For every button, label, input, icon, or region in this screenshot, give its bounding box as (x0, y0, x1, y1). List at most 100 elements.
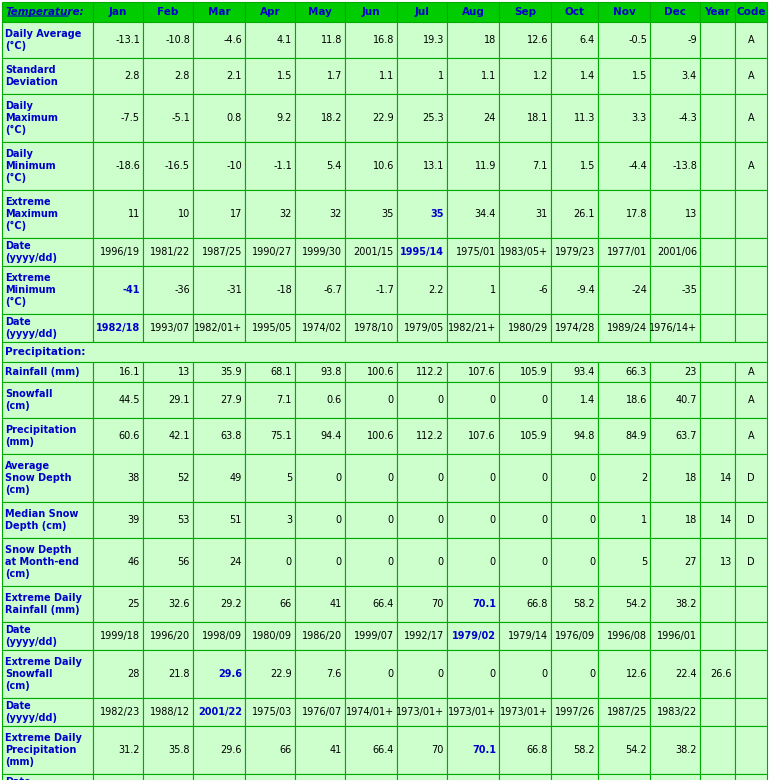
Text: Date
(yyyy/dd): Date (yyyy/dd) (5, 777, 57, 780)
Text: 1997/26: 1997/26 (554, 707, 595, 717)
Bar (650, 382, 700, 418)
Text: Date
(yyyy/dd): Date (yyyy/dd) (5, 701, 57, 723)
Text: 2.8: 2.8 (175, 71, 190, 81)
Bar (245, 774, 295, 780)
Text: 22.4: 22.4 (675, 669, 697, 679)
Bar (143, 382, 193, 418)
Text: 0: 0 (542, 395, 548, 405)
Bar (700, 726, 735, 774)
Bar (397, 22, 447, 58)
Bar (245, 314, 295, 342)
Bar (551, 190, 598, 238)
Text: 1973/01+: 1973/01+ (500, 707, 548, 717)
Text: -41: -41 (122, 285, 140, 295)
Text: 1980/09: 1980/09 (252, 631, 292, 641)
Text: 70.1: 70.1 (472, 745, 496, 755)
Bar (345, 2, 397, 22)
Text: 1989/24: 1989/24 (607, 323, 647, 333)
Text: 3: 3 (286, 515, 292, 525)
Text: 35.9: 35.9 (221, 367, 242, 377)
Bar (295, 586, 345, 622)
Bar (93, 586, 143, 622)
Text: 1.4: 1.4 (580, 71, 595, 81)
Text: 29.1: 29.1 (168, 395, 190, 405)
Text: Extreme
Minimum
(°C): Extreme Minimum (°C) (5, 273, 55, 307)
Text: 58.2: 58.2 (574, 745, 595, 755)
Text: 35: 35 (431, 209, 444, 219)
Text: 1980/29: 1980/29 (508, 323, 548, 333)
Text: 2001/06: 2001/06 (657, 247, 697, 257)
Bar (93, 58, 143, 94)
Bar (345, 538, 397, 586)
Text: 41: 41 (330, 599, 342, 609)
Bar (650, 2, 700, 22)
Text: 1996/01: 1996/01 (657, 631, 697, 641)
Text: 5: 5 (286, 473, 292, 483)
Text: 1.5: 1.5 (277, 71, 292, 81)
Bar (598, 2, 650, 22)
Text: Aug: Aug (461, 7, 484, 17)
Text: 24: 24 (484, 113, 496, 123)
Text: 35: 35 (381, 209, 394, 219)
Bar (93, 142, 143, 190)
Bar (735, 94, 767, 142)
Bar (700, 58, 735, 94)
Bar (193, 266, 245, 314)
Bar (598, 650, 650, 698)
Text: 1.7: 1.7 (327, 71, 342, 81)
Bar (598, 726, 650, 774)
Text: 1975/03: 1975/03 (251, 707, 292, 717)
Text: Oct: Oct (564, 7, 584, 17)
Text: 1.1: 1.1 (379, 71, 394, 81)
Bar (447, 142, 499, 190)
Bar (735, 698, 767, 726)
Bar (295, 2, 345, 22)
Bar (397, 314, 447, 342)
Text: D: D (747, 473, 755, 483)
Text: 1995/05: 1995/05 (251, 323, 292, 333)
Text: 2001/22: 2001/22 (198, 707, 242, 717)
Text: 26.6: 26.6 (711, 669, 732, 679)
Text: May: May (308, 7, 332, 17)
Bar (345, 586, 397, 622)
Text: 5: 5 (641, 557, 647, 567)
Bar (700, 538, 735, 586)
Text: 94.4: 94.4 (321, 431, 342, 441)
Bar (447, 774, 499, 780)
Bar (397, 774, 447, 780)
Bar (397, 190, 447, 238)
Text: Code: Code (736, 7, 766, 17)
Text: 105.9: 105.9 (521, 367, 548, 377)
Text: 66.4: 66.4 (373, 599, 394, 609)
Bar (735, 22, 767, 58)
Text: 38: 38 (128, 473, 140, 483)
Text: 18.6: 18.6 (626, 395, 647, 405)
Text: 18: 18 (684, 515, 697, 525)
Text: 1974/28: 1974/28 (554, 323, 595, 333)
Text: 0: 0 (336, 557, 342, 567)
Text: A: A (747, 35, 754, 45)
Text: -4.6: -4.6 (223, 35, 242, 45)
Bar (598, 314, 650, 342)
Text: 107.6: 107.6 (468, 431, 496, 441)
Text: 75.1: 75.1 (271, 431, 292, 441)
Text: -7.5: -7.5 (121, 113, 140, 123)
Bar (650, 266, 700, 314)
Text: 54.2: 54.2 (625, 745, 647, 755)
Bar (295, 622, 345, 650)
Bar (598, 538, 650, 586)
Bar (700, 454, 735, 502)
Text: Nov: Nov (613, 7, 635, 17)
Bar (650, 502, 700, 538)
Text: 66.3: 66.3 (626, 367, 647, 377)
Bar (143, 94, 193, 142)
Bar (598, 382, 650, 418)
Bar (295, 22, 345, 58)
Bar (499, 94, 551, 142)
Text: 0: 0 (388, 669, 394, 679)
Bar (598, 454, 650, 502)
Bar (245, 698, 295, 726)
Text: 1974/01+: 1974/01+ (346, 707, 394, 717)
Text: 5.4: 5.4 (327, 161, 342, 171)
Bar (245, 238, 295, 266)
